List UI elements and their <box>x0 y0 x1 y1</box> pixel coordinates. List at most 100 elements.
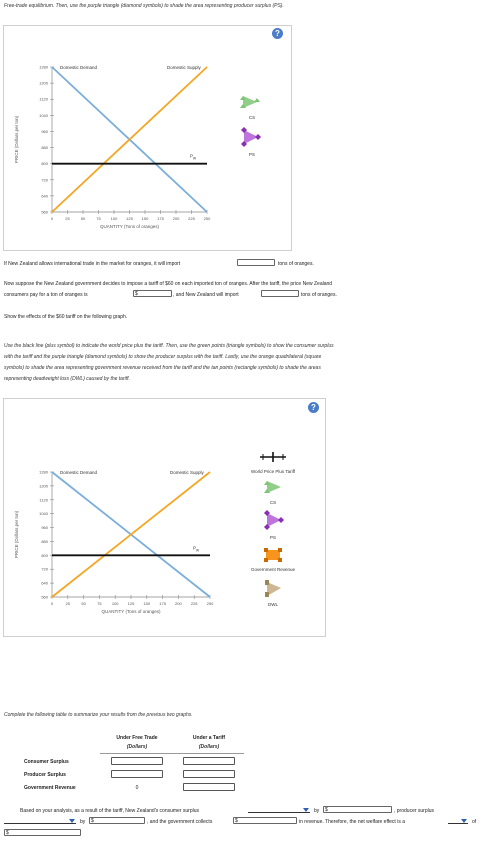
analysis-text-6: in revenue. Therefore, the net welfare e… <box>299 819 405 825</box>
analysis-text-4: by <box>80 819 86 825</box>
instruction-line: Use the black line (plus symbol) to indi… <box>4 343 334 349</box>
tariff-import-input[interactable] <box>261 290 299 297</box>
supply-curve <box>51 66 208 213</box>
analysis-text-3: , producer surplus <box>394 808 435 814</box>
supply-label: Domestic Supply <box>170 470 205 475</box>
diamond-icon <box>264 524 270 530</box>
diamond-icon <box>264 510 270 516</box>
triangle-icon <box>264 489 270 493</box>
diamond-icon <box>255 134 261 140</box>
cs-change-dropdown[interactable] <box>248 806 310 813</box>
tariff-price-input[interactable]: $ <box>133 290 172 297</box>
analysis-text-1: Based on your analysis, as a result of t… <box>20 808 200 814</box>
ps-change-amount-input[interactable]: $ <box>89 817 145 824</box>
y-tick-label: 880 <box>41 539 48 544</box>
table-intro: Complete the following table to summariz… <box>4 712 193 718</box>
gov-revenue-tool <box>266 550 280 560</box>
legend-cs-label: CS <box>249 115 255 120</box>
square-icon <box>264 548 268 552</box>
legend-gov-label: Government Revenue <box>251 567 296 572</box>
intro-text: Free-trade equilibrium. Then, use the pu… <box>4 3 284 9</box>
gov-revenue-amount-input[interactable]: $ <box>233 817 297 824</box>
legend-wpt-label: World Price Plus Tariff <box>251 469 296 474</box>
analysis-text-2: by <box>314 808 320 814</box>
y-tick-label: 560 <box>41 595 48 600</box>
square-icon <box>278 548 282 552</box>
world-price-subscript: W <box>193 157 196 161</box>
y-tick-label: 1040 <box>39 113 49 118</box>
x-tick-label: 125 <box>128 601 135 606</box>
tariff-text-4: tons of oranges. <box>301 292 337 298</box>
y-tick-label: 960 <box>41 129 48 134</box>
table-header-rule <box>100 753 244 754</box>
cs-triangle-tool <box>243 96 257 108</box>
instruction-line: with the tariff and the purple triangle … <box>4 354 322 360</box>
diamond-icon <box>241 141 247 147</box>
diamond-icon <box>241 127 247 133</box>
x-tick-label: 25 <box>66 601 71 606</box>
rectangle-icon <box>265 592 269 597</box>
y-tick-label: 880 <box>41 145 48 150</box>
triangle-icon <box>264 481 270 485</box>
y-tick-label: 800 <box>41 553 48 558</box>
cs-tariff-input[interactable] <box>183 757 235 765</box>
analysis-text-5: , and the government collects <box>147 819 213 825</box>
triangle-icon <box>240 96 246 100</box>
y-tick-label: 1280 <box>39 470 49 475</box>
x-tick-label: 125 <box>126 216 133 221</box>
import-quantity-input[interactable] <box>237 259 275 266</box>
y-axis-label: PRICE (Dollars per ton) <box>14 115 19 163</box>
cs-free-trade-input[interactable] <box>111 757 163 765</box>
import-suffix: tons of oranges. <box>278 261 314 267</box>
square-icon <box>278 558 282 562</box>
x-tick-label: 250 <box>204 216 211 221</box>
show-effects-text: Show the effects of the $60 tariff on th… <box>4 314 128 320</box>
graph2-panel: ? 1280 1200 1120 1040 960 880 800 720 640 560 0 25 5… <box>3 398 326 637</box>
world-price-subscript: W <box>196 548 199 552</box>
ps-triangle-tool <box>244 130 258 144</box>
y-tick-label: 960 <box>41 525 48 530</box>
y-tick-label: 640 <box>41 193 48 198</box>
x-tick-label: 200 <box>175 601 182 606</box>
row-label-cs: Consumer Surplus <box>24 759 69 765</box>
triangle-icon <box>254 98 260 102</box>
ps-free-trade-input[interactable] <box>111 770 163 778</box>
welfare-direction-dropdown[interactable] <box>448 817 468 824</box>
col-free-trade-unit: (Dollars) <box>126 744 148 750</box>
x-tick-label: 100 <box>112 601 119 606</box>
y-tick-label: 1280 <box>39 65 49 70</box>
x-tick-label: 225 <box>188 216 195 221</box>
cs-triangle-tool <box>267 481 281 493</box>
x-tick-label: 0 <box>51 216 54 221</box>
instruction-line: symbols) to shade the area representing … <box>4 365 321 371</box>
x-tick-label: 250 <box>207 601 214 606</box>
cs-change-amount-input[interactable]: $ <box>323 806 392 813</box>
ps-tariff-input[interactable] <box>183 770 235 778</box>
welfare-amount-input[interactable]: $ <box>4 829 81 836</box>
gov-tariff-input[interactable] <box>183 783 235 791</box>
ps-change-dropdown[interactable] <box>4 817 76 824</box>
supply-label: Domestic Supply <box>167 65 202 70</box>
x-tick-label: 150 <box>142 216 149 221</box>
x-tick-label: 75 <box>97 601 102 606</box>
x-tick-label: 50 <box>81 601 86 606</box>
square-icon <box>264 558 268 562</box>
world-price-label: P <box>190 154 193 159</box>
world-price-label: P <box>193 545 196 550</box>
analysis-text-7: of <box>472 819 477 825</box>
x-tick-label: 50 <box>81 216 86 221</box>
col-tariff-title: Under a Tariff <box>192 735 226 741</box>
dwl-tool <box>267 582 281 596</box>
x-tick-label: 175 <box>159 601 166 606</box>
col-free-trade-title: Under Free Trade <box>116 735 158 741</box>
help-icon[interactable]: ? <box>272 28 283 39</box>
diamond-icon <box>278 517 284 523</box>
x-tick-label: 225 <box>191 601 198 606</box>
y-tick-label: 640 <box>41 581 48 586</box>
rectangle-icon <box>265 580 269 585</box>
x-axis-label: QUANTITY (Tons of oranges) <box>100 224 159 229</box>
x-tick-label: 100 <box>111 216 118 221</box>
triangle-icon <box>240 104 246 108</box>
help-icon[interactable]: ? <box>308 402 319 413</box>
